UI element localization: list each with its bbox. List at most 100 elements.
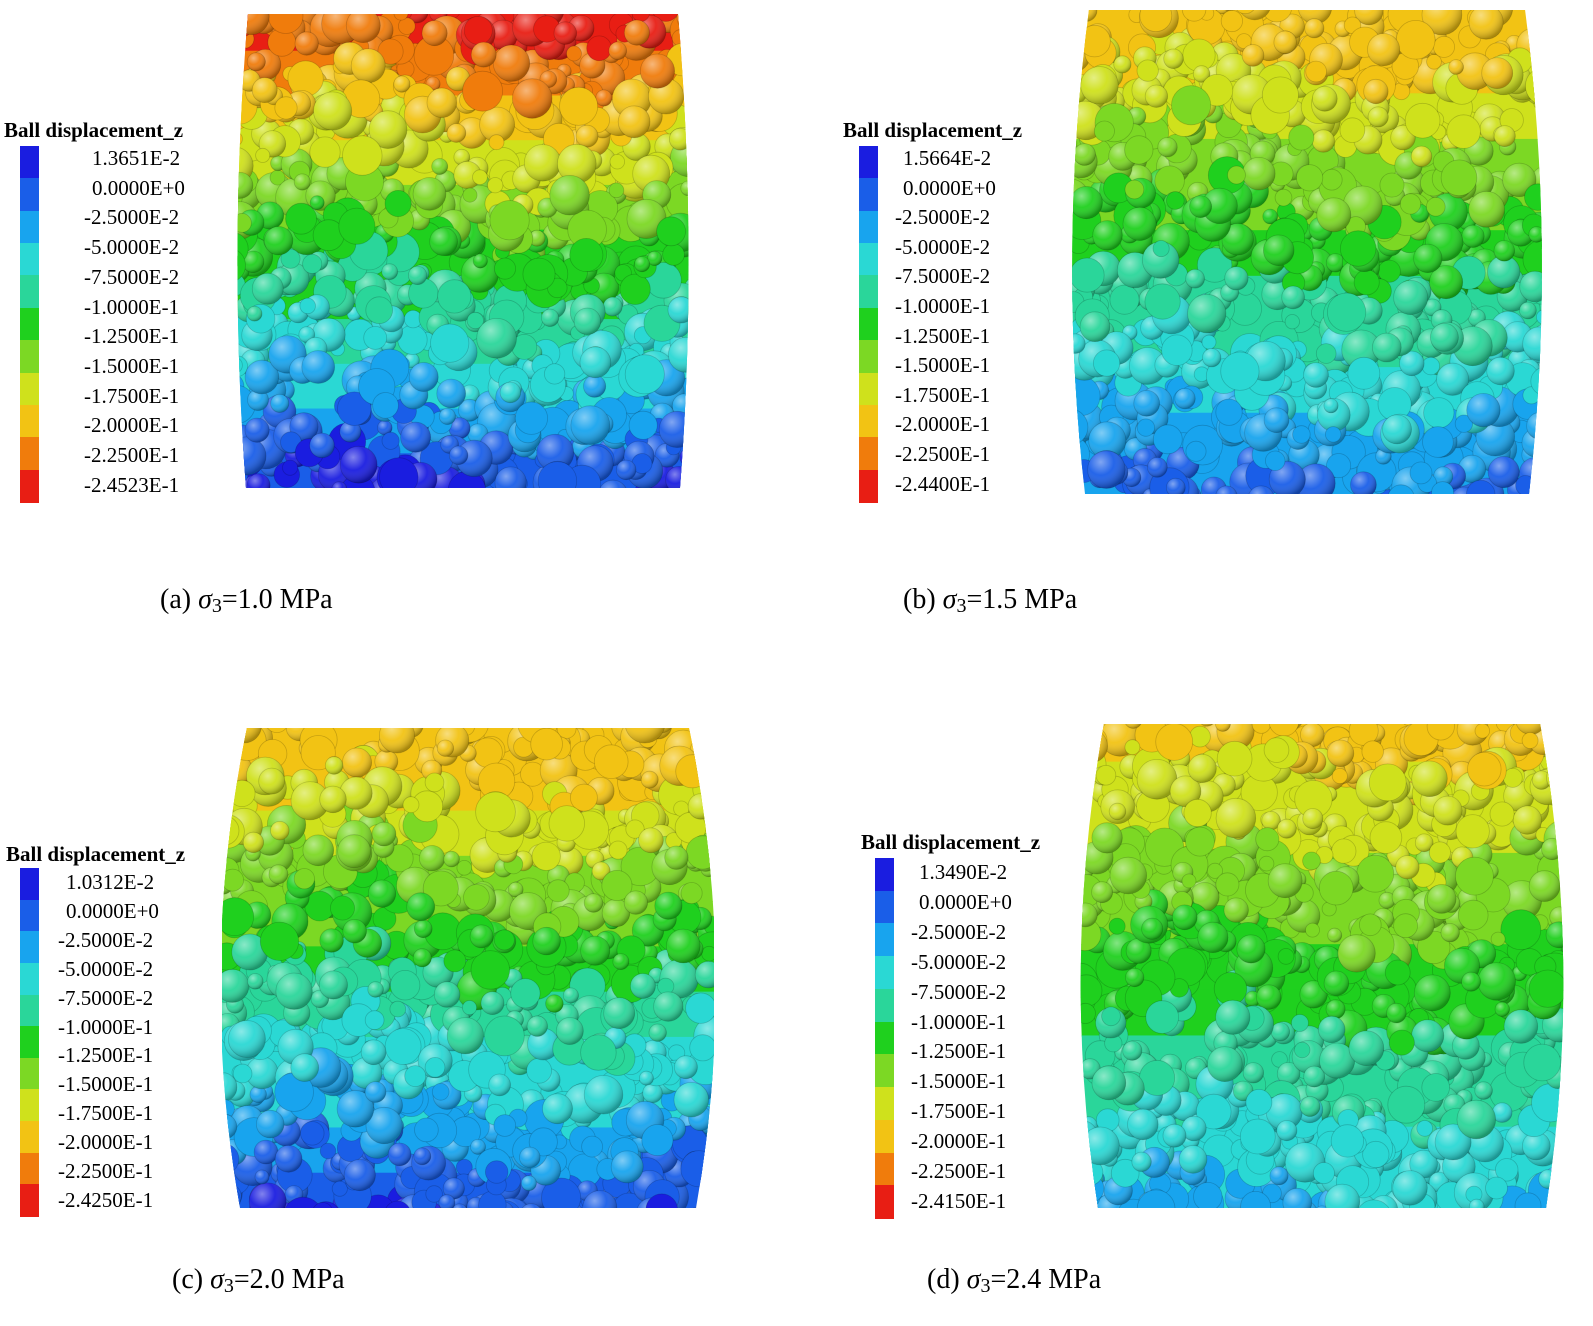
- caption-a: (a) σ3=1.0 MPa: [160, 584, 333, 617]
- colorbar-segment: [20, 243, 39, 277]
- colorbar-tick-label: -1.5000E-1: [58, 1072, 154, 1097]
- colorbar-tick-label: -1.0000E-1: [911, 1009, 1007, 1034]
- colorbar-segment: [20, 340, 39, 374]
- colorbar-tick-label: 1.3490E-2: [919, 860, 1008, 884]
- colorbar-segment: [875, 1021, 894, 1055]
- colorbar-tick-label: -7.5000E-2: [58, 985, 154, 1010]
- caption-d: (d) σ3=2.4 MPa: [927, 1264, 1102, 1297]
- colorbar-tick-label: -1.2500E-1: [895, 323, 991, 348]
- colorbar-segment: [20, 178, 39, 212]
- colorbar: [20, 146, 39, 503]
- colorbar-tick-label: -1.0000E-1: [895, 294, 991, 318]
- colorbar-tick-label: -7.5000E-2: [895, 264, 991, 289]
- colorbar-segment: [20, 372, 39, 406]
- colorbar-segment: [875, 988, 894, 1023]
- colorbar-tick-label: -2.0000E-1: [911, 1129, 1007, 1154]
- colorbar-tick-label: -2.2500E-1: [911, 1159, 1007, 1183]
- colorbar-tick-label: -5.0000E-2: [895, 234, 991, 259]
- caption-b: (b) σ3=1.5 MPa: [903, 584, 1078, 617]
- colorbar-segment: [20, 1152, 39, 1185]
- colorbar-segment: [875, 1152, 894, 1186]
- colorbar-segment: [875, 858, 894, 892]
- colorbar-tick-label: 0.0000E+0: [66, 898, 159, 923]
- colorbar-tick-label: -2.4400E-1: [895, 471, 991, 496]
- colorbar-segment: [859, 307, 878, 341]
- legend-title: Ball displacement_z: [4, 118, 184, 142]
- colorbar-segment: [20, 962, 39, 996]
- colorbar-segment: [875, 1119, 894, 1154]
- colorbar-tick-label: -2.0000E-1: [895, 412, 991, 437]
- colorbar-segment: [859, 146, 878, 179]
- colorbar-tick-label: -2.2500E-1: [84, 443, 180, 467]
- colorbar-segment: [859, 275, 878, 309]
- colorbar-segment: [859, 243, 878, 277]
- particle-assembly: [222, 728, 714, 1208]
- colorbar-tick-label: -1.5000E-1: [895, 353, 991, 378]
- colorbar-tick-label: -2.4523E-1: [84, 472, 180, 497]
- colorbar-tick-label: -2.5000E-2: [58, 927, 154, 952]
- specimen-c: [222, 728, 714, 1208]
- specimen-a: [237, 14, 689, 488]
- colorbar-tick-label: -2.4150E-1: [911, 1188, 1007, 1213]
- colorbar: [859, 146, 878, 503]
- colorbar-segment: [859, 404, 878, 438]
- particle-assembly: [1080, 724, 1564, 1208]
- colorbar-tick-label: -7.5000E-2: [911, 979, 1007, 1004]
- specimen-d: [1080, 724, 1564, 1208]
- colorbar-tick-label: -2.4250E-1: [58, 1187, 154, 1212]
- colorbar-tick-label: -2.2500E-1: [895, 442, 991, 466]
- colorbar-tick-label: -1.7500E-1: [84, 383, 180, 408]
- colorbar-segment: [859, 437, 878, 471]
- specimen-b: [1072, 10, 1542, 494]
- colorbar-tick-label: -2.0000E-1: [84, 413, 180, 438]
- colorbar-tick-label: -2.5000E-2: [911, 919, 1007, 944]
- colorbar-segment: [859, 340, 878, 374]
- colorbar-tick-label: -1.7500E-1: [58, 1101, 154, 1126]
- colorbar-tick-label: 0.0000E+0: [919, 889, 1012, 914]
- colorbar-tick-label: -7.5000E-2: [84, 264, 180, 289]
- particle-assembly: [237, 14, 689, 488]
- colorbar-segment: [20, 437, 39, 471]
- colorbar-tick-label: -1.5000E-1: [84, 353, 180, 378]
- colorbar-segment: [859, 372, 878, 406]
- legend-title: Ball displacement_z: [861, 830, 1041, 854]
- colorbar-segment: [20, 469, 39, 503]
- colorbar-tick-label: 0.0000E+0: [903, 175, 996, 200]
- colorbar-segment: [875, 956, 894, 990]
- colorbar-tick-label: -2.0000E-1: [58, 1130, 154, 1155]
- colorbar-tick-label: -1.2500E-1: [58, 1043, 154, 1068]
- colorbar-tick-label: -5.0000E-2: [911, 949, 1007, 974]
- colorbar-segment: [20, 146, 39, 179]
- colorbar-tick-label: -1.0000E-1: [84, 294, 180, 319]
- colorbar-tick-label: 1.3651E-2: [92, 146, 181, 170]
- colorbar: [875, 858, 894, 1219]
- colorbar-segment: [20, 404, 39, 438]
- colorbar-tick-label: 1.0312E-2: [66, 870, 155, 894]
- colorbar-segment: [20, 1057, 39, 1091]
- colorbar-segment: [20, 868, 39, 901]
- colorbar-segment: [20, 307, 39, 341]
- caption-c: (c) σ3=2.0 MPa: [172, 1264, 345, 1297]
- colorbar-tick-label: -1.2500E-1: [84, 324, 180, 349]
- colorbar-tick-label: -1.7500E-1: [895, 382, 991, 407]
- colorbar-segment: [859, 469, 878, 503]
- particle-assembly: [1072, 10, 1542, 494]
- colorbar-tick-label: -2.5000E-2: [84, 205, 180, 230]
- colorbar-tick-label: -1.5000E-1: [911, 1069, 1007, 1094]
- colorbar-segment: [20, 1026, 39, 1059]
- colorbar-segment: [20, 931, 39, 964]
- colorbar-segment: [875, 1087, 894, 1121]
- colorbar-segment: [859, 178, 878, 212]
- legend-title: Ball displacement_z: [843, 118, 1023, 142]
- colorbar-tick-label: -1.2500E-1: [911, 1039, 1007, 1064]
- colorbar-segment: [20, 899, 39, 932]
- colorbar-segment: [20, 1184, 39, 1217]
- colorbar: [20, 868, 39, 1217]
- colorbar-tick-label: 1.5664E-2: [903, 146, 992, 170]
- colorbar-tick-label: -1.0000E-1: [58, 1014, 154, 1039]
- colorbar-segment: [20, 1089, 39, 1122]
- legend-title: Ball displacement_z: [6, 842, 186, 866]
- colorbar-segment: [875, 890, 894, 925]
- colorbar-tick-label: 0.0000E+0: [92, 175, 185, 200]
- colorbar-tick-label: -5.0000E-2: [58, 956, 154, 981]
